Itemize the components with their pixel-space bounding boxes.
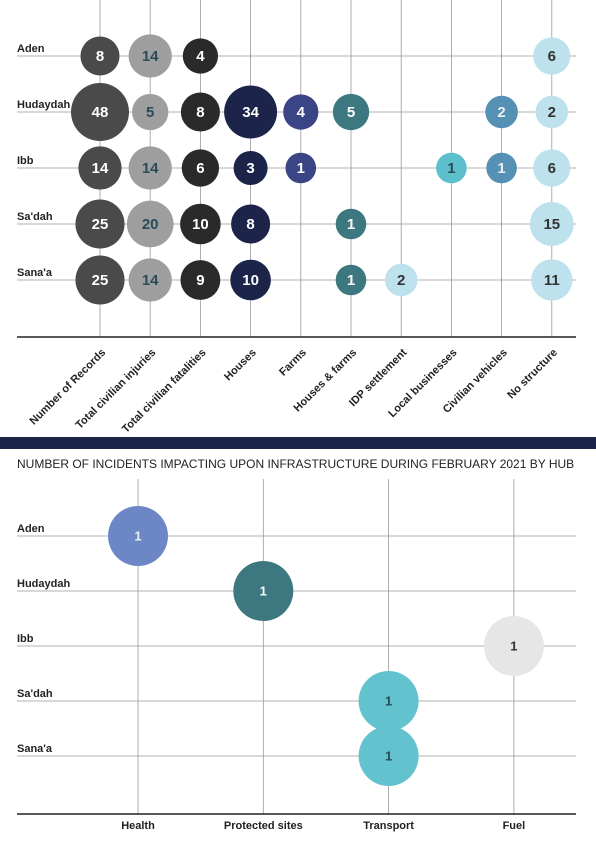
- bubble: [180, 203, 221, 245]
- bubble: [78, 146, 122, 190]
- y-tick-label: Sa'dah: [17, 688, 53, 700]
- bubble: [436, 152, 467, 184]
- bubble-label: 6: [548, 48, 556, 65]
- bubble: [335, 208, 367, 240]
- bubble-label: 8: [196, 104, 204, 121]
- bubble: [71, 83, 129, 141]
- bubble-label: 10: [242, 272, 259, 289]
- bubble: [483, 616, 544, 676]
- bubble: [332, 93, 370, 131]
- x-tick-label: Health: [121, 820, 155, 832]
- bubble-label: 1: [347, 216, 355, 233]
- bubble: [485, 95, 518, 129]
- bubble-label: 1: [385, 693, 392, 708]
- bubble: [533, 149, 571, 187]
- y-tick-label: Hudaydah: [17, 99, 70, 111]
- x-tick-label: Total civilian fatalities: [120, 347, 209, 436]
- bubble-label: 8: [246, 216, 254, 233]
- y-tick-label: Aden: [17, 43, 45, 55]
- bubble: [358, 726, 419, 786]
- bubble-label: 34: [242, 104, 259, 121]
- bubble-label: 1: [260, 583, 267, 598]
- bubble-label: 8: [96, 48, 104, 65]
- bubble-label: 9: [196, 272, 204, 289]
- bubble: [486, 152, 517, 184]
- x-tick-label: No structure: [505, 347, 560, 402]
- bubble-label: 14: [142, 48, 159, 65]
- bubble-label: 1: [510, 638, 517, 653]
- bubble: [75, 255, 125, 305]
- bubble-label: 1: [297, 160, 305, 177]
- bubble-label: 4: [196, 48, 205, 65]
- bubble: [233, 151, 268, 185]
- bubble-label: 48: [92, 104, 109, 121]
- bubble-label: 25: [92, 272, 109, 289]
- bubble: [384, 263, 418, 297]
- bubble: [529, 202, 574, 246]
- bubble-label: 1: [134, 528, 141, 543]
- bubble-label: 1: [447, 160, 455, 177]
- bubble: [132, 93, 169, 131]
- y-tick-label: Aden: [17, 523, 45, 535]
- x-tick-label: Houses: [222, 347, 259, 384]
- bubble-label: 3: [246, 160, 254, 177]
- bubble-label: 20: [142, 216, 159, 233]
- x-tick-label: Transport: [363, 820, 414, 832]
- bubble: [231, 204, 271, 244]
- y-tick-label: Sa'dah: [17, 211, 53, 223]
- bubble: [531, 259, 573, 301]
- bubble: [224, 85, 278, 139]
- y-tick-label: Sana'a: [17, 267, 53, 279]
- y-tick-label: Ibb: [17, 633, 34, 645]
- bubble: [233, 561, 294, 621]
- x-tick-label: Farms: [277, 347, 309, 379]
- bubble: [533, 37, 571, 75]
- chart-title: NUMBER OF INCIDENTS IMPACTING UPON INFRA…: [17, 457, 574, 471]
- bubble-label: 11: [544, 272, 560, 289]
- bubble-label: 4: [297, 104, 306, 121]
- bubble: [181, 149, 220, 187]
- bubble: [230, 259, 271, 301]
- bubble-label: 5: [347, 104, 355, 121]
- bubble: [283, 94, 319, 130]
- bubble-label: 6: [196, 160, 204, 177]
- bubble: [535, 95, 569, 129]
- bubble-label: 1: [385, 748, 392, 763]
- x-tick-label: Protected sites: [224, 820, 303, 832]
- bubble: [128, 146, 172, 190]
- bubble-label: 2: [548, 104, 556, 121]
- bubble: [180, 92, 220, 132]
- bubble-label: 2: [397, 272, 405, 289]
- bubble: [180, 260, 221, 300]
- bubble-label: 1: [497, 160, 505, 177]
- bubble-label: 6: [548, 160, 556, 177]
- bubble: [335, 264, 367, 296]
- bubble: [126, 200, 174, 248]
- bubble-label: 14: [142, 272, 159, 289]
- bubble: [285, 152, 317, 184]
- bubble: [182, 38, 219, 74]
- bubble: [128, 258, 172, 302]
- bubble: [358, 671, 419, 731]
- y-tick-label: Hudaydah: [17, 578, 70, 590]
- bubble-label: 10: [192, 216, 209, 233]
- y-tick-label: Sana'a: [17, 743, 53, 755]
- bubble-label: 15: [543, 216, 560, 233]
- bubble-label: 2: [497, 104, 505, 121]
- bubble-label: 14: [92, 160, 109, 177]
- bubble: [108, 506, 168, 566]
- x-tick-label: Fuel: [503, 820, 526, 832]
- y-tick-label: Ibb: [17, 155, 34, 167]
- bubble: [75, 199, 125, 249]
- bubble-label: 1: [347, 272, 355, 289]
- bubble-label: 25: [92, 216, 109, 233]
- bubble-label: 5: [146, 104, 154, 121]
- bubble: [128, 34, 172, 78]
- divider-band: [0, 437, 596, 449]
- bubble: [80, 36, 120, 76]
- bubble-label: 14: [142, 160, 159, 177]
